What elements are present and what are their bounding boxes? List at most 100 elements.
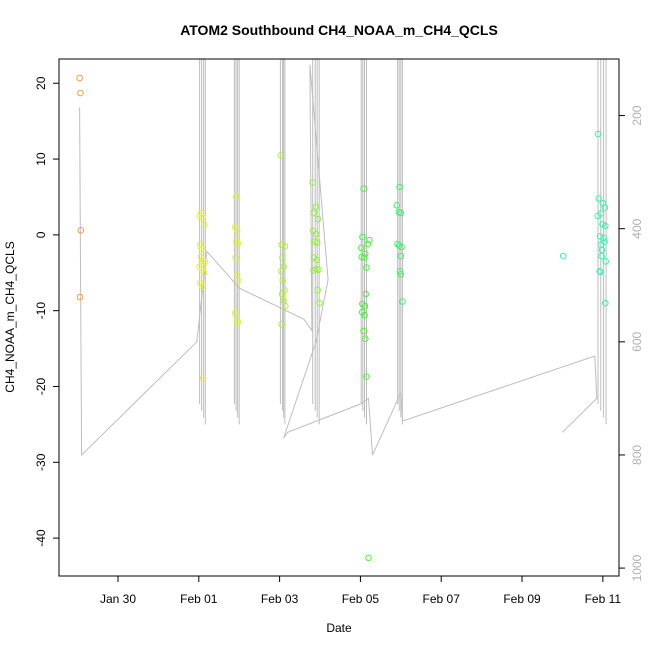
y2-tick-label: 200 [630,105,644,125]
y-tick-label: -10 [34,302,48,320]
data-point [396,183,403,191]
data-point [233,317,241,324]
altitude-track [79,59,607,457]
data-point [77,89,84,97]
data-point [278,321,285,328]
data-point [201,258,209,266]
data-point [199,374,207,382]
data-point [196,241,204,248]
data-point [596,268,603,275]
data-point [559,252,567,260]
data-point [76,74,83,82]
data-point [312,230,320,238]
data-point [359,233,366,241]
x-axis-label: Date [326,621,352,635]
data-point [360,254,368,261]
data-point [363,373,370,380]
y-axis-left: 20 10 0 -10 -20 -30 -40 [34,76,59,547]
data-point [231,309,239,317]
data-point [366,236,373,244]
data-point [232,193,240,201]
y-tick-label: -20 [34,377,48,395]
y-axis-right: 200 400 600 800 1000 [619,105,644,581]
data-point [234,318,242,326]
data-point [362,290,370,298]
data-point [315,266,322,274]
data-point [600,234,607,242]
data-point [594,212,601,220]
data-point [76,293,84,301]
data-point [313,239,321,246]
data-point [598,252,605,260]
data-point [313,256,321,264]
data-point [197,209,205,217]
data-point [316,299,323,307]
data-point [595,195,603,202]
data-point [357,244,365,252]
data-point [393,202,401,209]
data-point [314,215,322,223]
y-tick-label: 20 [34,76,48,90]
series-feb-03 [277,152,289,328]
y-axis-label: CH4_NOAA_m_CH4_QCLS [3,241,17,392]
y-tick-label: -30 [34,453,48,471]
y2-tick-label: 1000 [630,554,644,581]
x-tick-label: Feb 11 [585,592,622,606]
data-point [365,554,372,562]
data-point [396,268,404,275]
data-point [360,185,367,192]
data-point [234,239,242,247]
data-point [598,246,606,254]
data-point [282,302,289,310]
x-tick-label: Feb 07 [423,592,461,606]
data-point [201,221,208,228]
data-point [596,233,604,240]
y-tick-label: 10 [34,152,48,166]
data-point [602,299,609,307]
series-feb-04 [309,179,323,307]
data-point [77,227,85,234]
data-point [397,271,405,278]
data-point [277,268,285,275]
data-point [361,311,368,319]
data-point [397,209,405,217]
altitude-track-line [79,64,598,457]
data-point [314,286,321,294]
series-feb-10-11 [559,130,610,307]
data-point [309,179,317,186]
y2-tick-label: 800 [630,445,644,465]
data-point [200,269,208,277]
data-point [199,283,206,290]
x-tick-label: Feb 09 [503,592,541,606]
data-point [398,243,405,251]
y2-tick-label: 400 [630,218,644,238]
data-point [279,254,286,261]
data-point [310,209,318,217]
data-point [361,302,369,310]
series-feb-05 [357,185,373,562]
x-axis: Jan 30 Feb 01 Feb 03 Feb 05 Feb 07 Feb 09 Feb … [100,576,621,606]
chart-title: ATOM2 Southbound CH4_NOAA_m_CH4_QCLS [180,22,498,38]
data-point [277,152,285,159]
x-tick-label: Feb 03 [261,592,299,606]
data-point [364,240,372,248]
data-point [235,277,242,284]
data-point [397,252,405,260]
data-point [233,227,241,235]
data-point [362,250,369,258]
data-point [602,258,610,265]
data-point [199,214,207,221]
x-tick-label: Feb 05 [342,592,380,606]
data-point [231,224,239,231]
series-feb-02 [231,193,242,326]
data-point [198,245,205,252]
series-jan-28 [76,74,85,301]
data-point [278,241,285,248]
data-point [601,238,608,245]
series-feb-06 [393,183,406,305]
y-tick-label: 0 [34,231,48,238]
data-points [76,74,610,562]
data-point [278,290,286,298]
data-point [363,264,370,271]
